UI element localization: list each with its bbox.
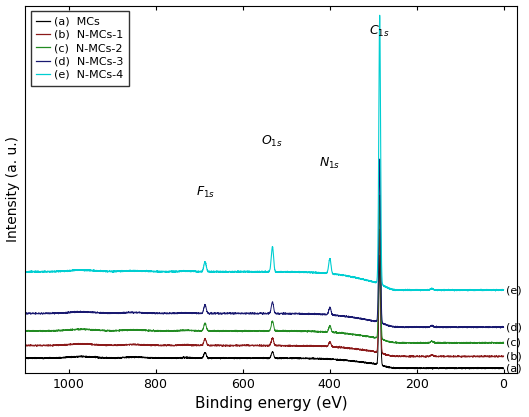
Legend: (a)  MCs, (b)  N-MCs-1, (c)  N-MCs-2, (d)  N-MCs-3, (e)  N-MCs-4: (a) MCs, (b) N-MCs-1, (c) N-MCs-2, (d) N… <box>31 11 129 85</box>
Text: $C_{1s}$: $C_{1s}$ <box>369 23 390 39</box>
Text: $F_{1s}$: $F_{1s}$ <box>196 185 215 200</box>
Text: (a): (a) <box>506 363 522 373</box>
Text: (d): (d) <box>506 322 522 332</box>
Text: $N_{1s}$: $N_{1s}$ <box>319 156 340 171</box>
Y-axis label: Intensity (a. u.): Intensity (a. u.) <box>6 136 20 242</box>
Text: (c): (c) <box>506 338 521 348</box>
Text: (b): (b) <box>506 351 522 361</box>
Text: $O_{1s}$: $O_{1s}$ <box>261 134 283 149</box>
X-axis label: Binding energy (eV): Binding energy (eV) <box>195 397 347 412</box>
Text: (e): (e) <box>506 285 522 295</box>
